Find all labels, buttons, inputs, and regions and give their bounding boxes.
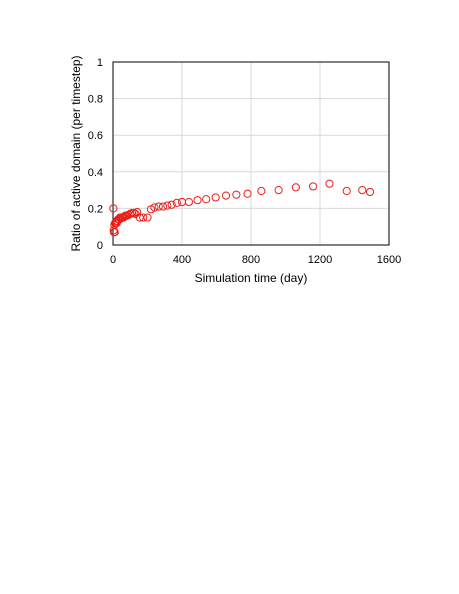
data-point: [309, 182, 318, 191]
data-point: [133, 207, 142, 217]
x-tick-label: 800: [242, 254, 260, 266]
y-tick-label: 0: [97, 240, 103, 252]
data-point: [150, 203, 159, 212]
data-point: [158, 202, 168, 211]
data-point: [232, 190, 241, 199]
data-point: [342, 186, 351, 196]
data-point: [135, 213, 144, 222]
x-tick-label: 400: [173, 254, 191, 266]
x-axis-label: Simulation time (day): [195, 271, 308, 285]
data-point: [109, 204, 118, 213]
data-point: [291, 183, 300, 192]
y-tick-label: 0.2: [88, 203, 103, 215]
data-point: [154, 202, 163, 211]
data-point: [211, 193, 220, 202]
data-point: [167, 200, 176, 209]
y-axis-label: Ratio of active domain (per timestep): [69, 55, 83, 251]
x-tick-label: 1600: [377, 254, 401, 266]
data-point: [257, 186, 266, 196]
data-point: [163, 201, 172, 210]
data-point: [110, 228, 119, 237]
data-point: [184, 197, 193, 207]
data-point: [129, 208, 138, 218]
data-point: [243, 189, 252, 198]
data-point: [139, 213, 148, 222]
data-point: [365, 187, 375, 197]
x-axis-ticks: 0 400 800 1200 1600: [110, 254, 401, 266]
x-tick-label: 1200: [308, 254, 332, 266]
y-tick-label: 0.6: [88, 130, 103, 142]
data-point: [172, 198, 181, 208]
data-point: [193, 196, 202, 205]
y-tick-label: 0.8: [88, 94, 103, 106]
data-points: [109, 179, 375, 237]
x-tick-label: 0: [110, 254, 116, 266]
data-point: [143, 213, 152, 222]
data-point: [325, 179, 334, 188]
plot-area-frame: [112, 61, 390, 246]
data-point: [221, 191, 231, 200]
data-point: [358, 186, 367, 195]
data-point: [274, 186, 283, 195]
y-tick-label: 1: [97, 57, 103, 69]
data-point: [202, 195, 211, 204]
y-tick-label: 0.4: [88, 167, 103, 179]
y-axis-ticks: 0 0.2 0.4 0.6 0.8 1: [88, 57, 103, 252]
gridlines: [113, 62, 389, 245]
